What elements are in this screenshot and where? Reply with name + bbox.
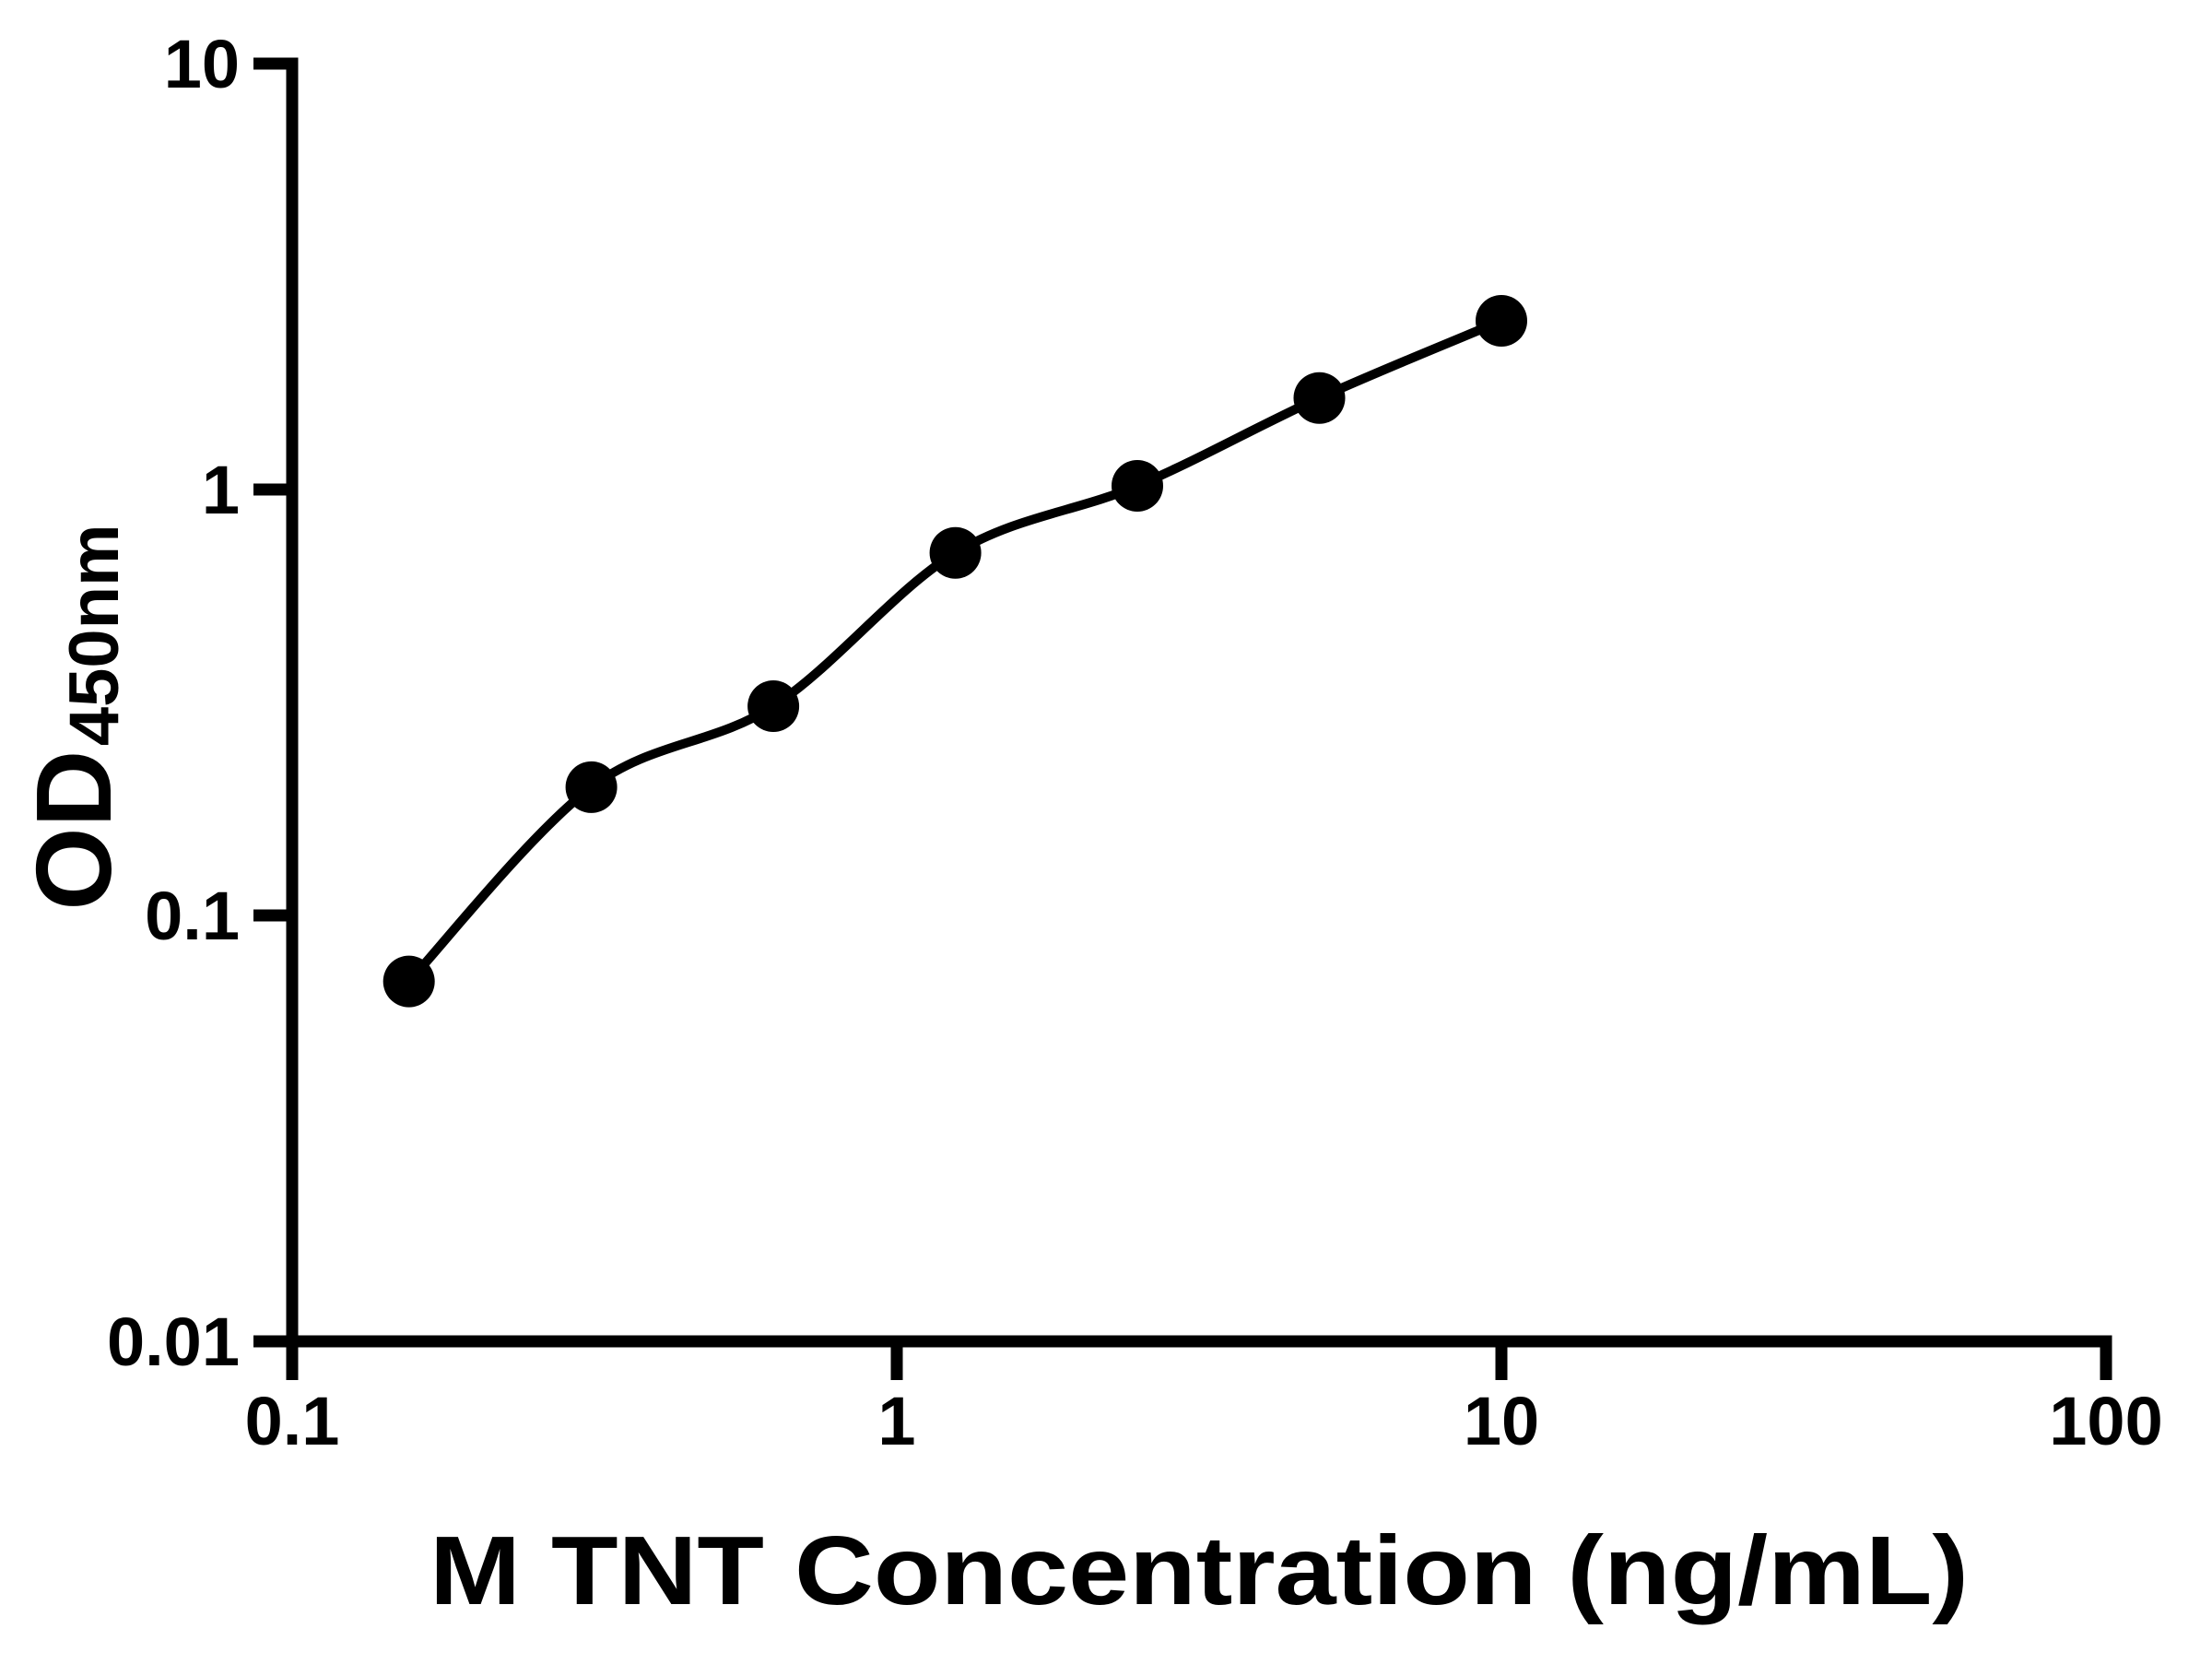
x-axis-tick-label: 100 (2049, 1383, 2162, 1459)
x-axis-title: M TNT Concentration (ng/mL) (429, 1516, 1969, 1625)
x-axis-tick-label: 10 (1464, 1383, 1539, 1459)
data-point (1112, 460, 1163, 512)
y-axis-tick-label: 0.1 (145, 878, 240, 954)
y-axis-tick-label: 10 (164, 26, 240, 102)
axes (286, 57, 2112, 1348)
y-axis-title-subscript: 450nm (55, 524, 134, 746)
axis-ticks (253, 57, 2112, 1380)
y-axis-tick-label: 0.01 (107, 1304, 240, 1380)
data-point (1476, 295, 1527, 347)
data-point (1293, 372, 1346, 424)
data-point (382, 955, 435, 1008)
x-axis-tick-label: 0.1 (245, 1383, 340, 1459)
y-axis-tick-label: 1 (202, 452, 240, 528)
data-point (565, 761, 618, 813)
data-point (929, 526, 982, 579)
data-points (382, 295, 1527, 1008)
y-axis-title-main: OD (14, 750, 134, 911)
x-axis-tick-label: 1 (877, 1383, 915, 1459)
fit-curve-line (404, 316, 1506, 986)
data-point (747, 680, 800, 732)
y-axis-title: OD 450nm (14, 524, 134, 910)
